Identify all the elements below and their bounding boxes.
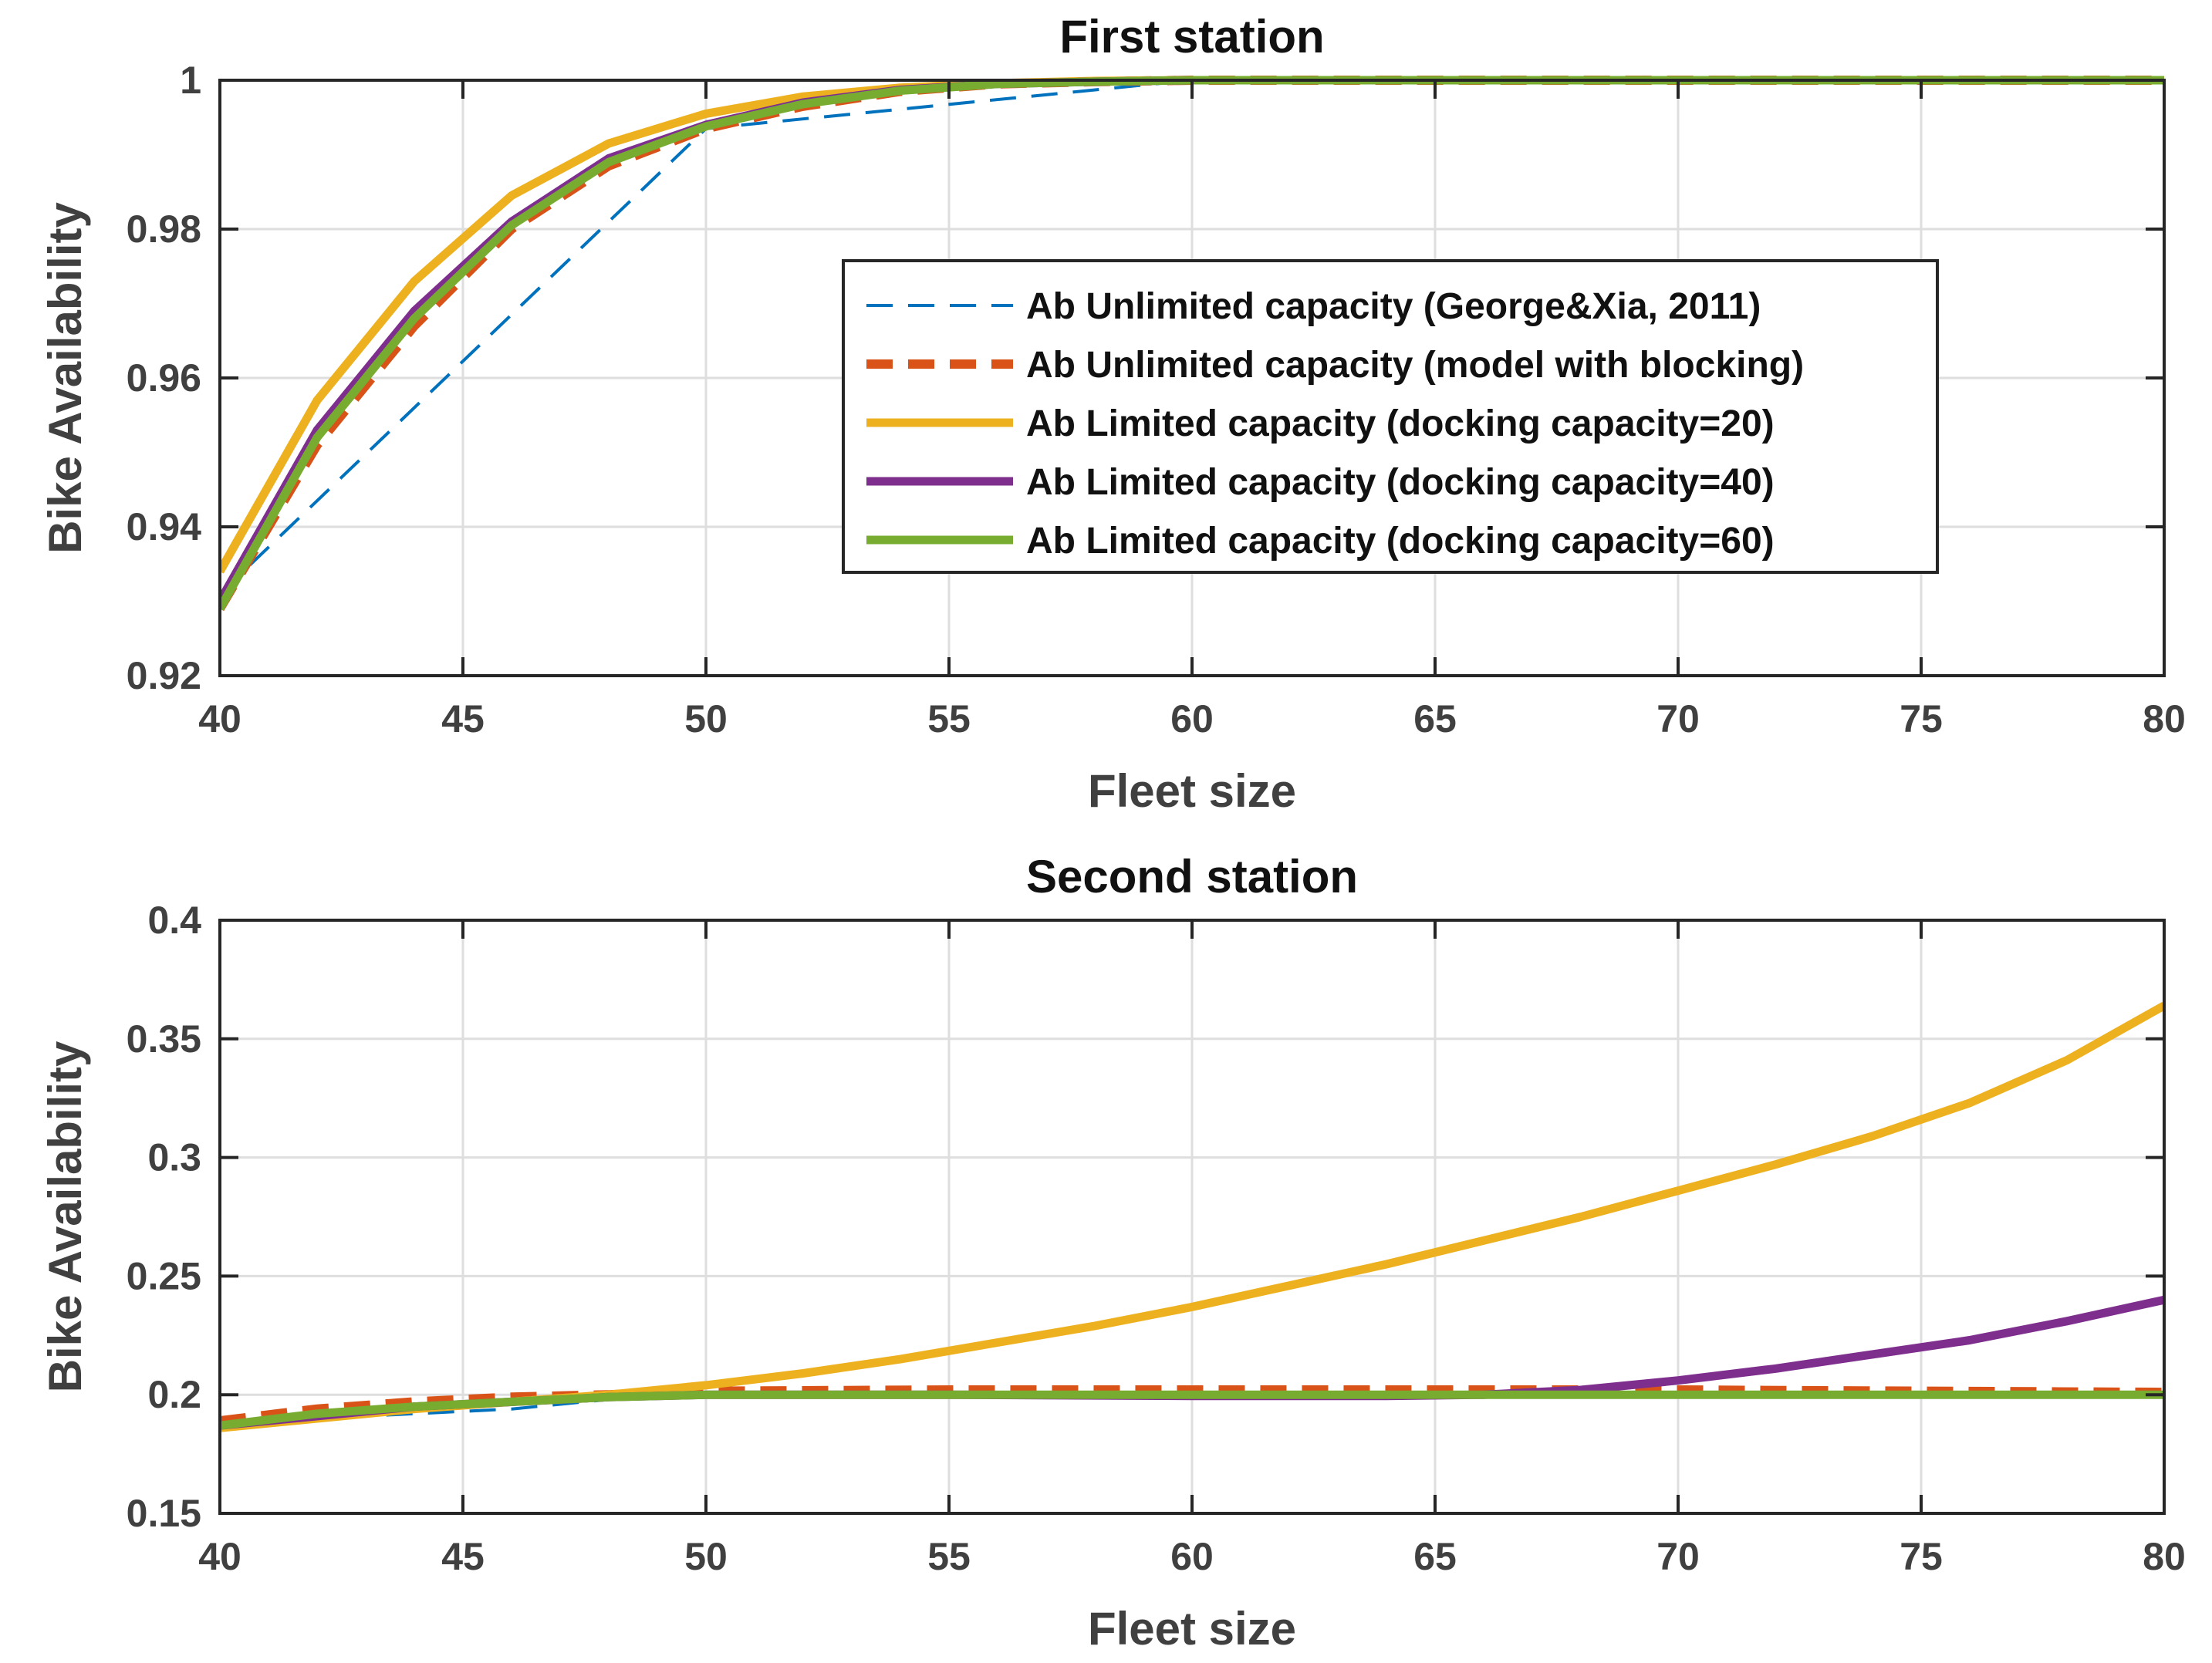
x-tick-label: 60 (1170, 1535, 1214, 1578)
x-tick-label: 40 (198, 1535, 241, 1578)
y-tick-label: 0.92 (127, 654, 201, 697)
x-tick-label: 60 (1170, 697, 1214, 740)
x-tick-label: 45 (441, 697, 485, 740)
legend: Ab Unlimited capacity (George&Xia, 2011)… (842, 259, 1939, 574)
chart-layer: 40 45 50 55 60 65 70 75 80 0.92 0.94 0.96 0.98 1 First… (39, 11, 2186, 1655)
chart-1: 40 45 50 55 60 65 70 75 80 0.92 0.94 0.96 0.98 1 First… (39, 11, 2186, 817)
y-tick-label: 0.15 (127, 1492, 201, 1535)
x-tick-label: 65 (1413, 1535, 1457, 1578)
y-tick-label: 0.98 (127, 207, 201, 251)
x-tick-label: 80 (2143, 697, 2186, 740)
x-axis-label: Fleet size (1088, 765, 1296, 817)
x-tick-label: 40 (198, 697, 241, 740)
x-tick-label: 80 (2143, 1535, 2186, 1578)
chart-title: Second station (1026, 851, 1358, 902)
series-line-5 (220, 1390, 2164, 1430)
x-tick-label: 75 (1900, 697, 1943, 740)
y-tick-label: 0.94 (127, 505, 202, 548)
legend-box (842, 259, 1939, 574)
legend-entry-1: Ab Unlimited capacity (George&Xia, 2011) (1026, 286, 1761, 327)
x-tick-label: 55 (927, 1535, 971, 1578)
legend-entry-2: Ab Unlimited capacity (model with blocki… (1026, 345, 1804, 386)
y-tick-label: 0.4 (147, 899, 201, 942)
y-axis-label: Bike Availability (39, 202, 91, 554)
y-tick-label: 0.96 (127, 356, 201, 400)
x-tick-label: 55 (927, 697, 971, 740)
y-tick-label: 0.35 (127, 1017, 201, 1061)
y-tick-label: 0.25 (127, 1254, 201, 1297)
x-tick-label: 70 (1656, 1535, 1700, 1578)
x-tick-label: 70 (1656, 697, 1700, 740)
series-group (220, 1001, 2164, 1432)
legend-entry-5: Ab Limited capacity (docking capacity=60… (1026, 521, 1775, 562)
y-tick-label: 0.3 (147, 1136, 201, 1179)
y-axis-label: Bike Availability (39, 1041, 91, 1392)
x-tick-label: 45 (441, 1535, 485, 1578)
x-tick-label: 75 (1900, 1535, 1943, 1578)
x-tick-label: 50 (684, 697, 728, 740)
y-tick-label: 0.2 (147, 1373, 201, 1416)
y-tick-label: 1 (180, 59, 201, 102)
legend-entry-4: Ab Limited capacity (docking capacity=40… (1026, 462, 1775, 503)
x-tick-label: 50 (684, 1535, 728, 1578)
chart-2: 40 45 50 55 60 65 70 75 80 0.15 0.2 0.25 0.3 0.35 0.4 S… (39, 851, 2186, 1655)
x-axis-label: Fleet size (1088, 1603, 1296, 1655)
chart-title: First station (1059, 11, 1324, 62)
x-tick-label: 65 (1413, 697, 1457, 740)
legend-entry-3: Ab Limited capacity (docking capacity=20… (1026, 403, 1775, 444)
